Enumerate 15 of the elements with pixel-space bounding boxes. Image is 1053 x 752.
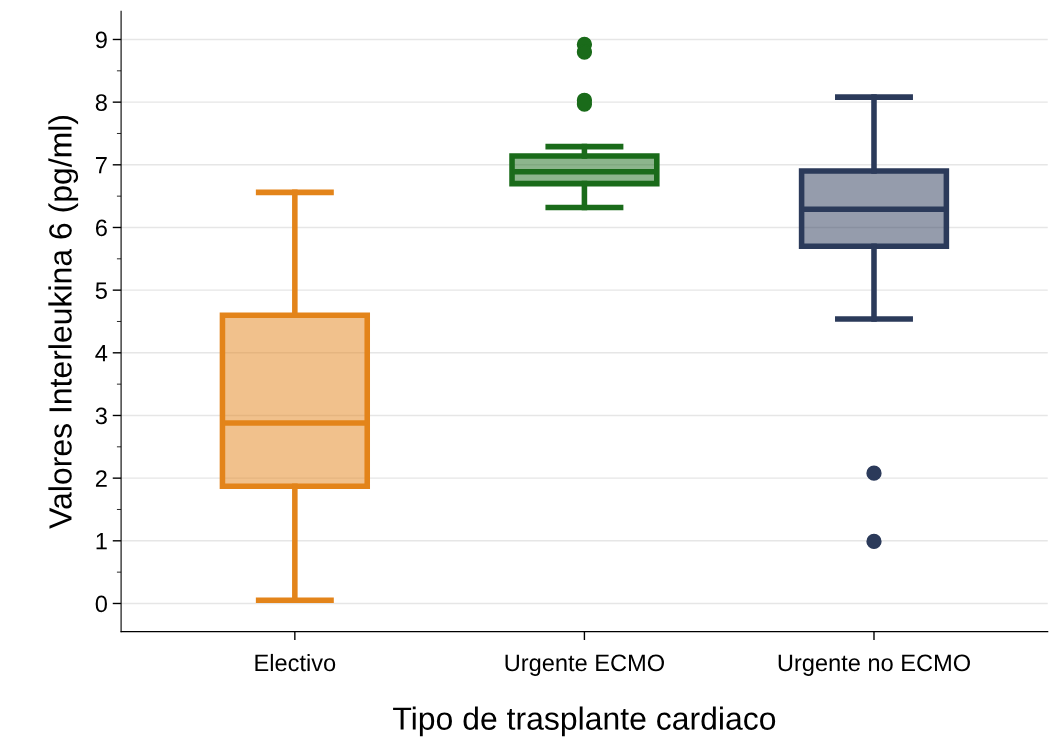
y-axis-title: Valores Interleukina 6 (pg/ml) [48, 116, 79, 529]
y-tick-label: 9 [95, 31, 107, 49]
y-tick-label: 8 [95, 94, 107, 111]
y-tick-label: 4 [95, 345, 108, 362]
x-tick-label: Electivo [255, 653, 336, 672]
y-tick-label: 3 [95, 407, 107, 425]
y-tick-label: 5 [95, 282, 107, 299]
y-tick-label: 1 [96, 533, 107, 550]
x-axis-title: Tipo de trasplante cardiaco [393, 706, 776, 737]
x-tick-label: Urgente no ECMO [778, 654, 970, 676]
y-tick-label: 7 [95, 157, 107, 174]
y-tick-label: 0 [95, 595, 107, 613]
y-tick-label: 2 [95, 470, 107, 487]
x-tick-label: Urgente ECMO [505, 654, 664, 676]
y-tick-label: 6 [95, 219, 107, 237]
